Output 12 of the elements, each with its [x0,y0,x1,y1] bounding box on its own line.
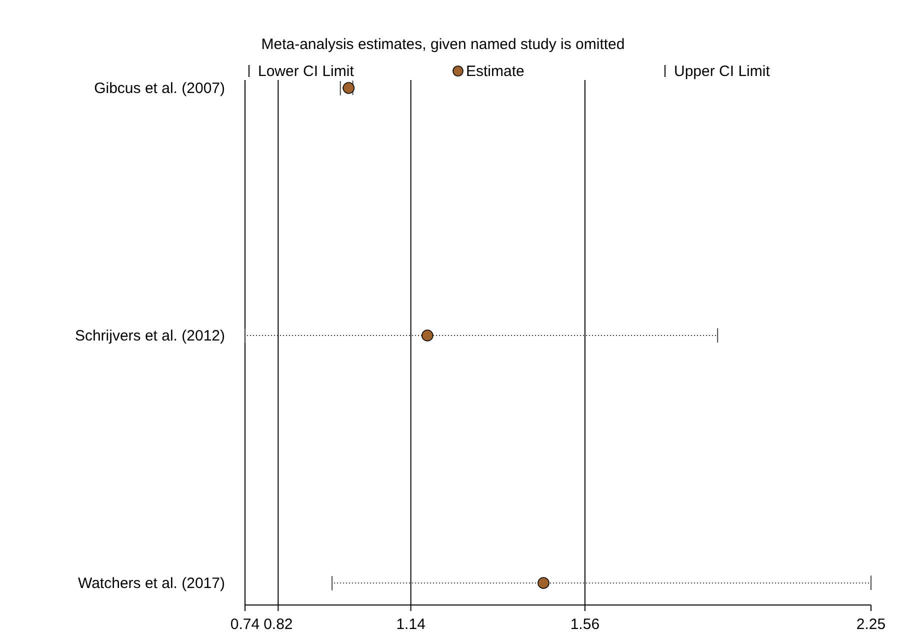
legend-label: Estimate [466,63,524,80]
annotation: Lower CI Limit [258,63,355,80]
x-tick-label: 0.82 [264,616,293,633]
x-tick-label: 2.25 [856,616,886,633]
chart-title: Meta-analysis estimates, given named study is omitted [261,36,625,53]
annotation: Upper CI Limit [674,63,771,80]
x-tick-label: 1.14 [396,616,426,633]
x-tick-label: 1.56 [570,616,600,633]
y-tick-label: Watchers et al. (2017) [78,575,225,592]
x-tick-label: 0.74 [230,616,260,633]
y-tick-label: Schrijvers et al. (2012) [74,328,225,344]
y-tick-label: Gibcus et al. (2007) [94,80,225,97]
